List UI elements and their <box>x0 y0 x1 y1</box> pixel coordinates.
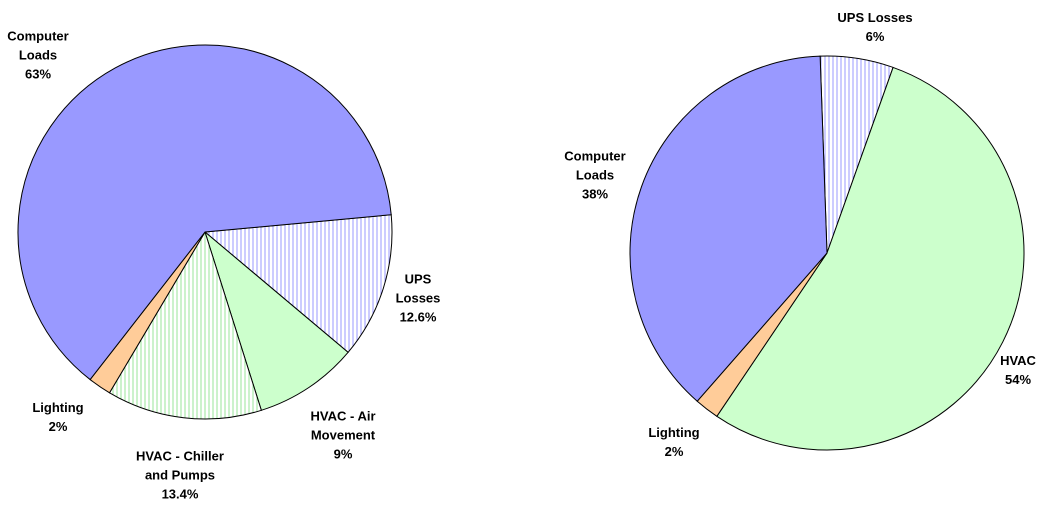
pie-slice <box>716 66 1025 451</box>
slice-name: Computer Loads <box>7 28 69 63</box>
slice-value: 2% <box>664 444 684 459</box>
slice-value: 2% <box>48 419 68 434</box>
slice-label: Computer Loads 38% <box>555 147 635 204</box>
slice-value: 63% <box>24 66 52 82</box>
slice-name: HVAC <box>1000 353 1036 368</box>
slice-value: 9% <box>333 446 353 462</box>
pie-slice <box>629 55 828 402</box>
slice-name: Lighting <box>32 400 84 415</box>
slice-value: 12.6% <box>399 309 437 325</box>
pie-slice <box>204 230 349 411</box>
pie-slice <box>203 214 393 354</box>
slice-name: Computer Loads <box>564 148 626 183</box>
slice-value: 13.4% <box>161 486 199 502</box>
slice-value: 38% <box>581 186 609 202</box>
slice-label: Lighting 2% <box>18 398 98 436</box>
slice-label: UPS Losses 12.6% <box>388 270 448 327</box>
slice-label: Computer Loads 63% <box>0 27 78 84</box>
slice-label: HVAC - Chiller and Pumps 13.4% <box>130 447 230 504</box>
slice-value: 6% <box>865 29 885 44</box>
slice-label: HVAC 54% <box>988 351 1048 389</box>
pie-slice <box>108 230 262 420</box>
slice-name: HVAC - Chiller and Pumps <box>136 448 224 483</box>
slice-label: Lighting 2% <box>634 423 714 461</box>
slice-label: HVAC - Air Movement 9% <box>288 407 398 464</box>
slice-value: 54% <box>1004 372 1032 387</box>
pie-slice <box>17 44 392 381</box>
slice-name: HVAC - Air Movement <box>310 408 376 443</box>
slice-name: Lighting <box>648 425 700 440</box>
slice-name: UPS Losses <box>395 271 441 306</box>
slice-name: UPS Losses <box>837 10 913 25</box>
slice-label: UPS Losses 6% <box>815 8 935 46</box>
